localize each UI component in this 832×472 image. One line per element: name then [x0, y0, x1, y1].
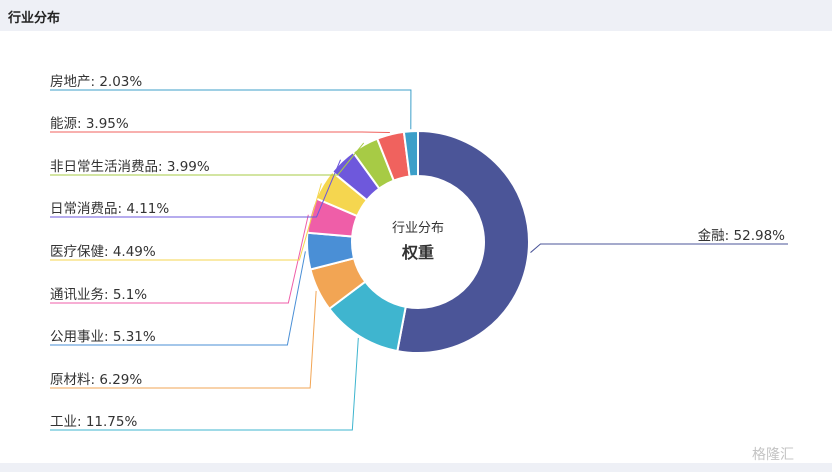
leader-line-工业	[50, 337, 359, 431]
center-subtitle: 权重	[401, 243, 434, 262]
slice-金融[interactable]	[396, 129, 530, 354]
slice-label-原材料: 原材料: 6.29%	[50, 372, 142, 388]
slice-label-金融: 金融: 52.98%	[698, 228, 785, 244]
leader-line-房地产	[50, 89, 412, 130]
leader-line-非日常生活消费品	[50, 142, 365, 176]
leader-line-金融	[530, 243, 788, 253]
page-title: 行业分布	[8, 11, 61, 26]
leader-line-日常消费品	[50, 159, 341, 218]
leader-line-通讯业务	[50, 214, 309, 304]
leader-line-公用事业	[50, 251, 306, 346]
slice-label-非日常生活消费品: 非日常生活消费品: 3.99%	[50, 159, 210, 175]
slice-label-公用事业: 公用事业: 5.31%	[50, 329, 156, 345]
watermark-logo: 格隆汇	[752, 447, 794, 463]
leader-line-原材料	[50, 290, 317, 389]
center-title: 行业分布	[392, 221, 444, 236]
slice-label-医疗保健: 医疗保健: 4.49%	[50, 244, 156, 260]
slice-label-日常消费品: 日常消费品: 4.11%	[50, 201, 169, 217]
slice-label-工业: 工业: 11.75%	[50, 414, 137, 430]
slice-label-通讯业务: 通讯业务: 5.1%	[50, 287, 147, 303]
slice-label-房地产: 房地产: 2.03%	[50, 74, 142, 90]
leader-line-能源	[50, 131, 390, 134]
footer-bar	[0, 463, 832, 472]
slice-房地产[interactable]	[402, 129, 419, 178]
header-bar: 行业分布	[0, 0, 832, 31]
slice-label-能源: 能源: 3.95%	[50, 116, 129, 132]
leader-line-医疗保健	[50, 183, 322, 261]
